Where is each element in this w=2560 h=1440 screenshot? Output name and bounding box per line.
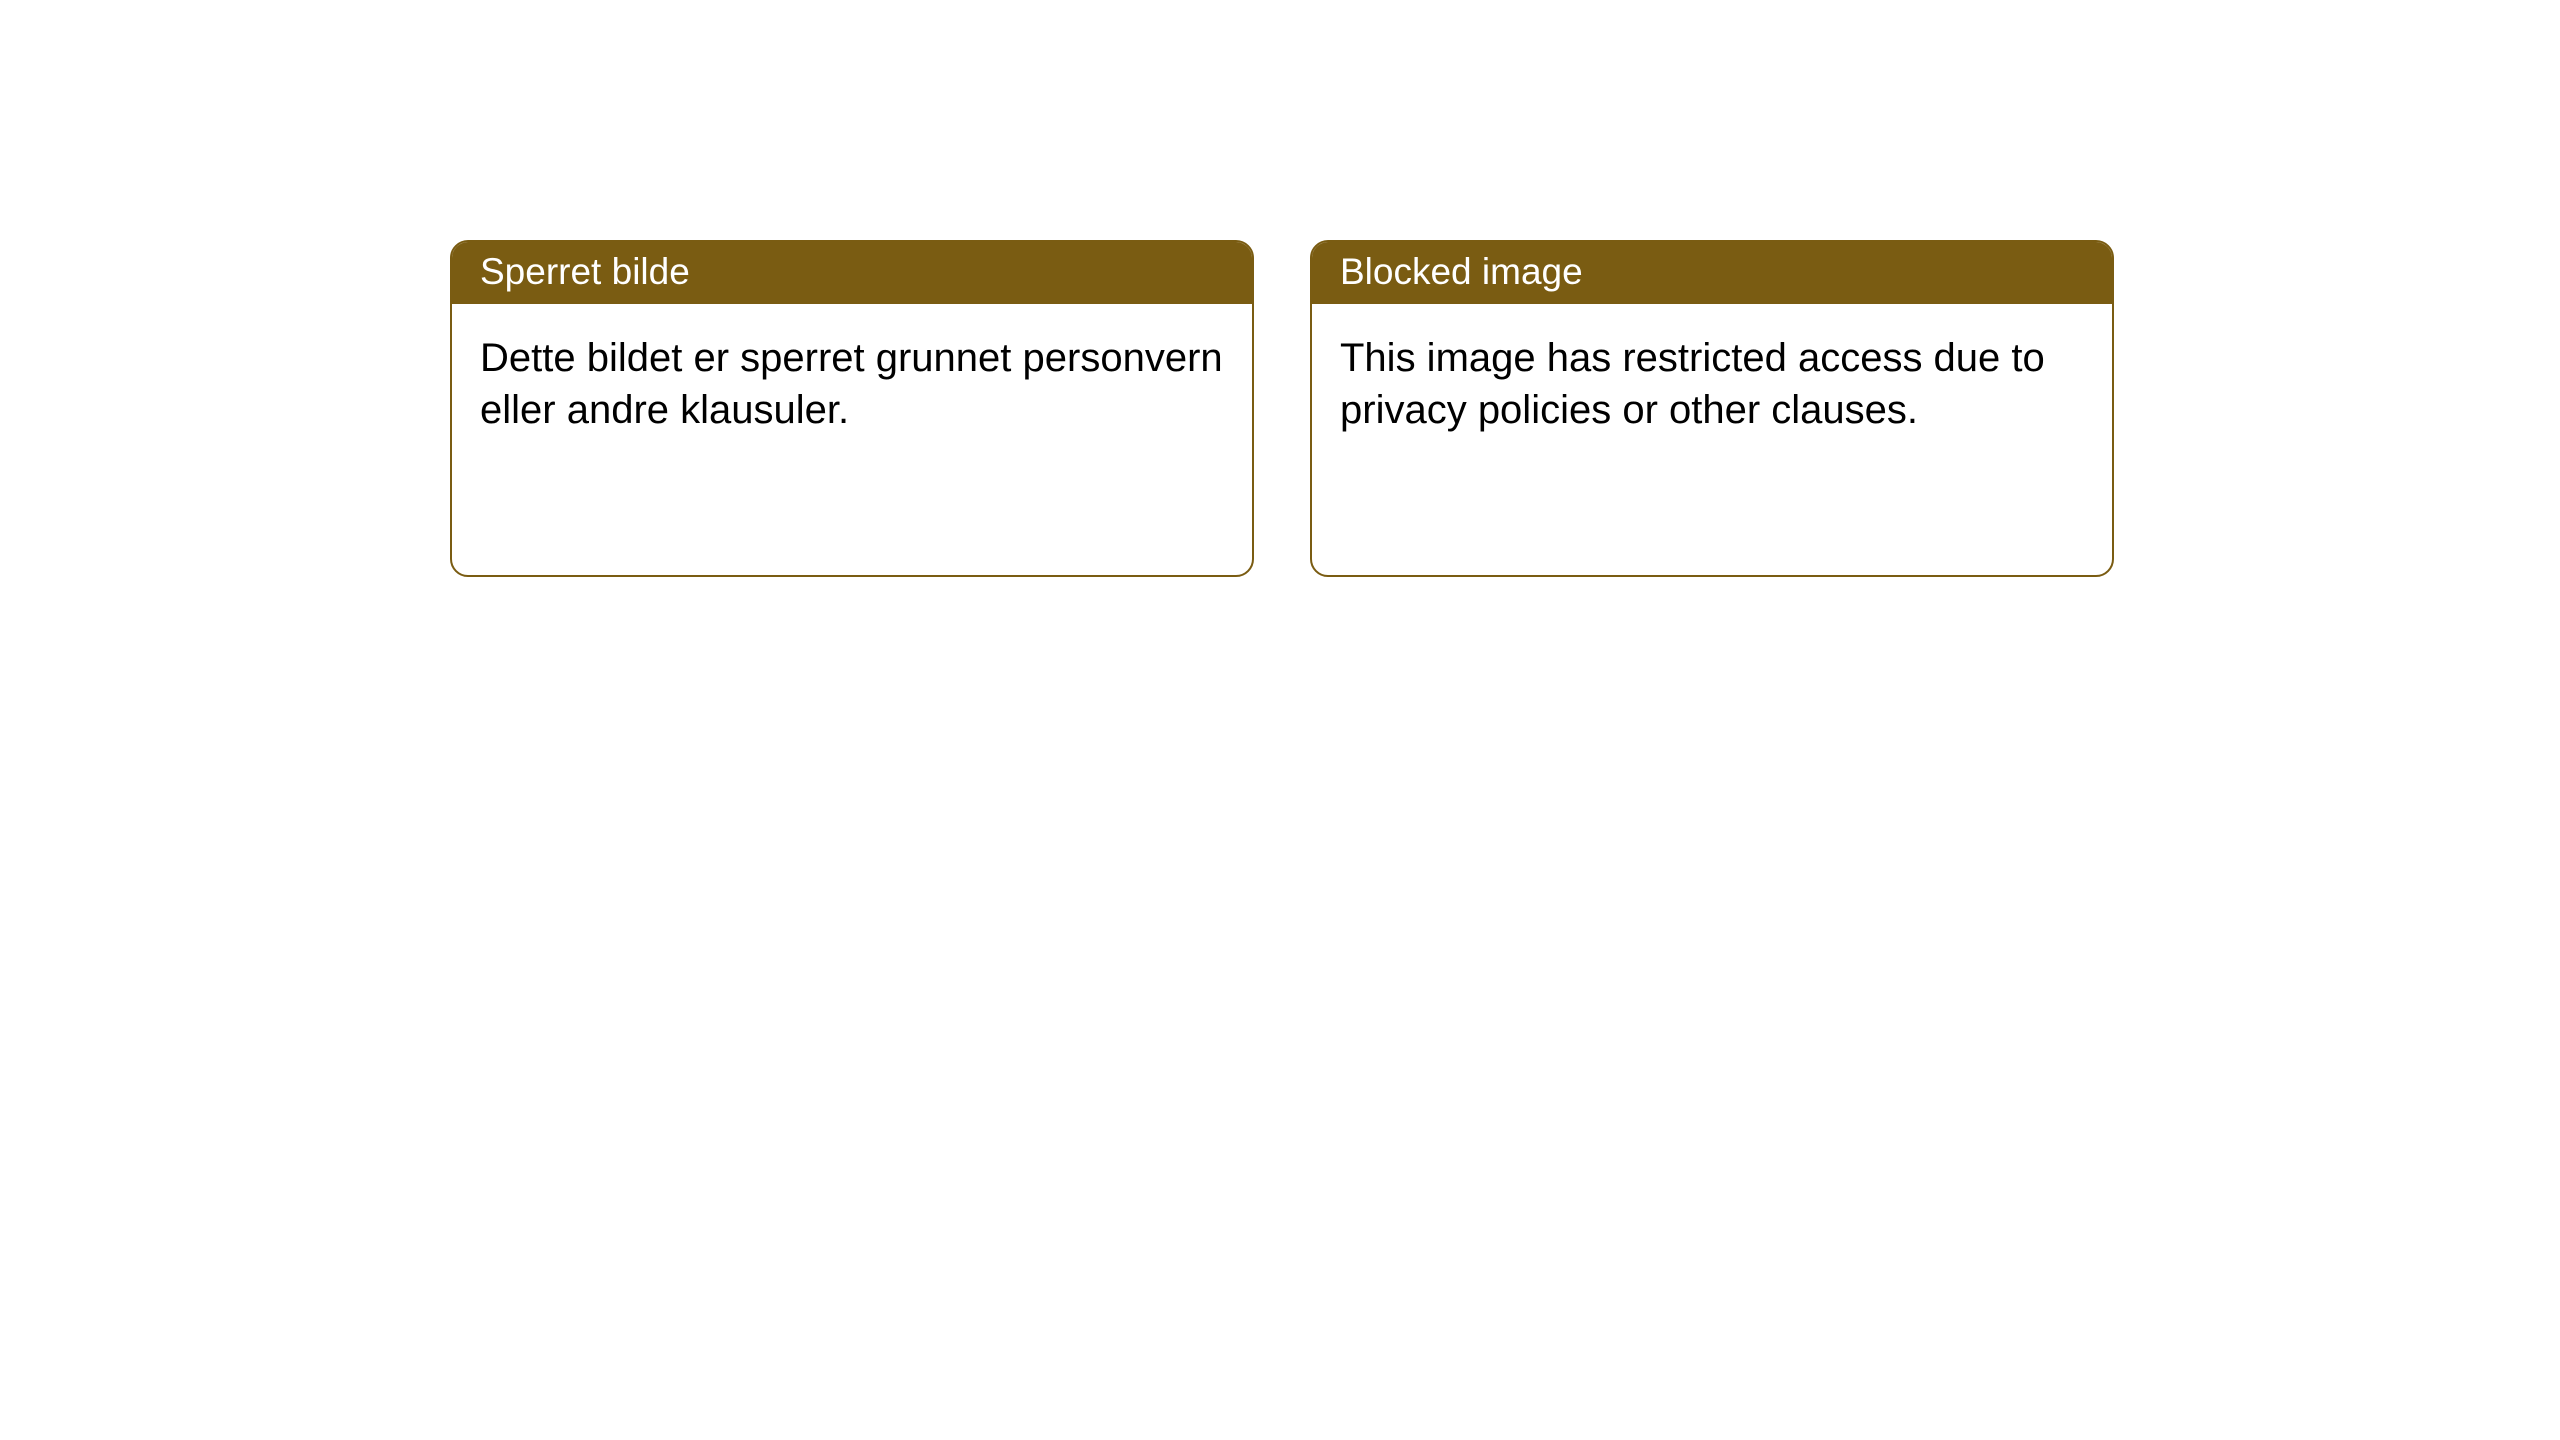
notice-title-en: Blocked image [1312, 242, 2112, 304]
notice-message-no: Dette bildet er sperret grunnet personve… [452, 304, 1252, 464]
notice-message-en: This image has restricted access due to … [1312, 304, 2112, 464]
notice-card-en: Blocked image This image has restricted … [1310, 240, 2114, 577]
notice-container: Sperret bilde Dette bildet er sperret gr… [0, 0, 2560, 577]
notice-card-no: Sperret bilde Dette bildet er sperret gr… [450, 240, 1254, 577]
notice-title-no: Sperret bilde [452, 242, 1252, 304]
